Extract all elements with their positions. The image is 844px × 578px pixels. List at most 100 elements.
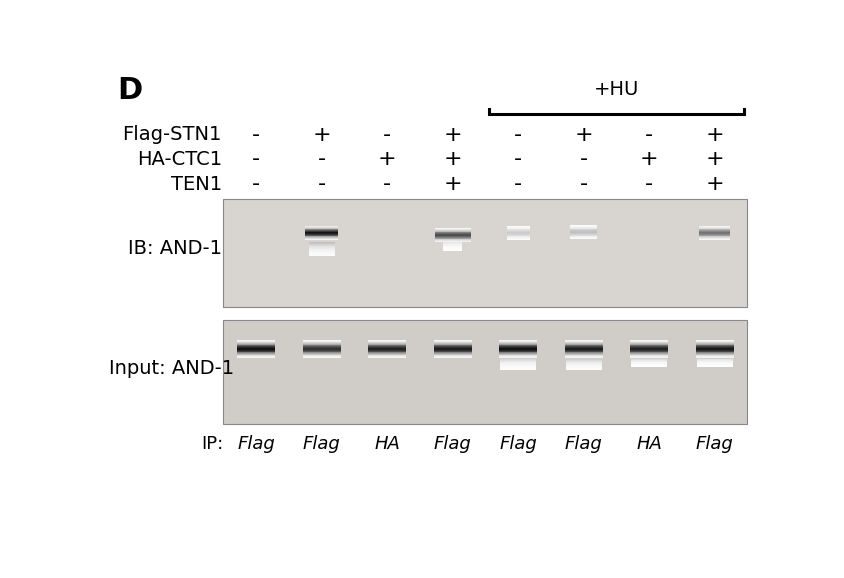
Bar xyxy=(433,354,471,355)
Bar xyxy=(698,237,729,238)
Bar xyxy=(237,348,275,349)
Bar xyxy=(695,366,732,367)
Bar xyxy=(564,347,602,348)
Bar xyxy=(695,344,733,346)
Bar xyxy=(565,368,601,369)
Bar xyxy=(368,347,406,348)
Bar xyxy=(695,341,733,342)
Bar xyxy=(368,344,406,346)
Bar xyxy=(305,239,338,240)
Bar xyxy=(569,238,597,239)
Bar xyxy=(308,246,334,247)
Text: -: - xyxy=(382,174,391,194)
Bar xyxy=(630,355,668,356)
Bar xyxy=(695,349,733,350)
Bar xyxy=(565,362,601,363)
Bar xyxy=(630,342,668,343)
Bar xyxy=(305,227,338,228)
Bar xyxy=(506,225,529,226)
Bar xyxy=(695,347,733,348)
Bar xyxy=(433,340,471,341)
Bar xyxy=(695,350,733,351)
Bar xyxy=(698,225,729,226)
Text: +: + xyxy=(574,125,592,145)
Bar xyxy=(630,349,668,350)
Bar xyxy=(695,361,732,362)
Bar xyxy=(434,233,470,234)
Bar xyxy=(630,361,666,362)
Bar xyxy=(237,342,275,343)
Text: +: + xyxy=(705,150,723,169)
Bar xyxy=(499,357,537,358)
Bar xyxy=(499,348,537,349)
Text: -: - xyxy=(579,174,587,194)
Bar xyxy=(305,232,338,233)
Bar xyxy=(368,350,406,351)
Bar xyxy=(569,235,597,236)
Bar xyxy=(695,354,733,355)
Bar xyxy=(564,342,602,343)
Bar xyxy=(506,227,529,228)
Bar xyxy=(302,357,340,358)
Bar xyxy=(499,349,537,350)
Bar xyxy=(368,343,406,344)
Bar xyxy=(565,364,601,365)
Bar xyxy=(506,236,529,237)
Bar xyxy=(237,343,275,344)
Bar xyxy=(223,320,746,424)
Bar xyxy=(368,353,406,354)
Bar xyxy=(302,348,340,349)
Bar xyxy=(564,349,602,350)
Bar xyxy=(695,365,732,366)
Bar xyxy=(305,233,338,234)
Bar xyxy=(433,341,471,342)
Bar xyxy=(237,351,275,353)
Bar xyxy=(698,235,729,236)
Bar xyxy=(500,361,535,362)
Bar xyxy=(698,227,729,228)
Text: HA: HA xyxy=(374,435,399,453)
Bar xyxy=(368,357,406,358)
Bar xyxy=(695,363,732,364)
Bar xyxy=(305,237,338,238)
Bar xyxy=(237,346,275,347)
Bar xyxy=(630,347,668,348)
Text: -: - xyxy=(644,125,652,145)
Bar xyxy=(237,349,275,350)
Bar xyxy=(630,360,666,361)
Bar xyxy=(500,365,535,366)
Text: TEN1: TEN1 xyxy=(170,175,222,194)
Bar xyxy=(302,343,340,344)
Bar xyxy=(506,229,529,230)
Bar xyxy=(698,236,729,237)
Bar xyxy=(302,350,340,351)
Bar xyxy=(569,225,597,226)
Bar xyxy=(368,342,406,343)
Bar xyxy=(434,228,470,229)
Bar xyxy=(630,364,666,365)
Text: Flag: Flag xyxy=(499,435,536,453)
Bar xyxy=(565,369,601,370)
Bar xyxy=(564,357,602,358)
Bar xyxy=(308,249,334,250)
Bar xyxy=(442,242,462,243)
Text: Flag: Flag xyxy=(433,435,471,453)
Bar xyxy=(433,353,471,354)
Bar xyxy=(500,364,535,365)
Bar xyxy=(368,348,406,349)
Text: Flag: Flag xyxy=(695,435,733,453)
Bar xyxy=(630,362,666,363)
Text: -: - xyxy=(513,125,522,145)
Bar xyxy=(433,348,471,349)
Bar xyxy=(569,234,597,235)
Bar xyxy=(569,233,597,234)
Bar xyxy=(302,344,340,346)
Bar xyxy=(698,229,729,230)
Bar xyxy=(368,340,406,341)
Bar xyxy=(695,351,733,353)
Bar xyxy=(223,199,746,306)
Text: +: + xyxy=(705,174,723,194)
Bar xyxy=(305,225,338,226)
Text: +: + xyxy=(705,125,723,145)
Bar xyxy=(308,247,334,248)
